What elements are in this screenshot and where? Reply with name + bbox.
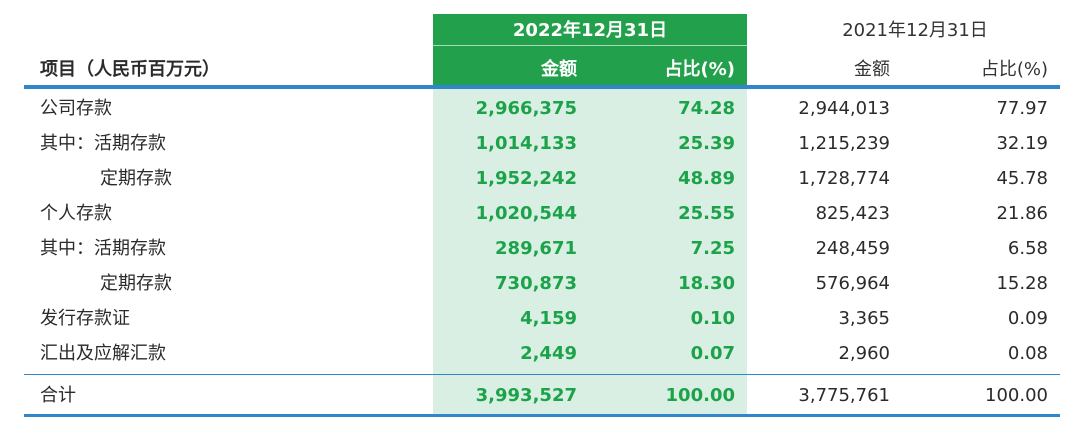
header-band-2022: [433, 14, 747, 85]
period-2021-header: 2021年12月31日: [842, 20, 988, 41]
header-divider: [433, 45, 747, 46]
amount-2022-header: 金额: [541, 59, 577, 80]
amount-2022: 730,873: [495, 273, 577, 294]
share-2021-header: 占比(%): [980, 59, 1048, 80]
total-label: 合计: [40, 385, 76, 406]
amount-2022: 1,952,242: [475, 168, 577, 189]
share-2021: 6.58: [1007, 238, 1048, 259]
share-2022: 48.89: [678, 168, 735, 189]
item-column-header: 项目（人民币百万元）: [40, 59, 220, 80]
amount-2022: 1,020,544: [475, 203, 577, 224]
row-label: 发行存款证: [40, 308, 130, 329]
bottom-rule: [24, 414, 1060, 417]
amount-2021: 3,365: [838, 308, 890, 329]
share-2022: 18.30: [678, 273, 735, 294]
share-2021: 0.09: [1007, 308, 1048, 329]
period-2022-header: 2022年12月31日: [512, 20, 668, 41]
share-2022: 0.10: [690, 308, 735, 329]
share-2021: 15.28: [996, 273, 1048, 294]
share-2022: 7.25: [690, 238, 735, 259]
amount-2021: 825,423: [815, 203, 890, 224]
row-label: 其中：活期存款: [40, 133, 166, 154]
share-2022: 74.28: [678, 98, 735, 119]
row-label: 公司存款: [40, 98, 112, 119]
amount-2021: 1,728,774: [798, 168, 890, 189]
share-2022: 0.07: [690, 343, 735, 364]
share-2021: 21.86: [996, 203, 1048, 224]
total-amount-2022: 3,993,527: [475, 385, 577, 406]
share-2021: 45.78: [996, 168, 1048, 189]
amount-2022: 289,671: [495, 238, 577, 259]
share-2022: 25.55: [678, 203, 735, 224]
amount-2021: 2,944,013: [798, 98, 890, 119]
row-label: 其中：活期存款: [40, 238, 166, 259]
amount-2021-header: 金额: [854, 59, 890, 80]
amount-2022: 2,449: [520, 343, 577, 364]
amount-2021: 2,960: [838, 343, 890, 364]
amount-2021: 1,215,239: [798, 133, 890, 154]
share-2021: 32.19: [996, 133, 1048, 154]
total-share-2021: 100.00: [985, 385, 1048, 406]
amount-2021: 248,459: [815, 238, 890, 259]
total-amount-2021: 3,775,761: [798, 385, 890, 406]
header-rule: [24, 85, 1060, 89]
row-label: 个人存款: [40, 203, 112, 224]
row-label: 汇出及应解汇款: [40, 343, 166, 364]
amount-2021: 576,964: [815, 273, 890, 294]
row-label: 定期存款: [100, 168, 172, 189]
total-share-2022: 100.00: [665, 385, 735, 406]
share-2021: 0.08: [1007, 343, 1048, 364]
row-label: 定期存款: [100, 273, 172, 294]
amount-2022: 4,159: [520, 308, 577, 329]
highlight-column-2022: [433, 88, 747, 416]
total-rule: [24, 374, 1060, 375]
share-2022-header: 占比(%): [664, 59, 736, 80]
share-2022: 25.39: [678, 133, 735, 154]
amount-2022: 2,966,375: [475, 98, 577, 119]
share-2021: 77.97: [996, 98, 1048, 119]
amount-2022: 1,014,133: [475, 133, 577, 154]
